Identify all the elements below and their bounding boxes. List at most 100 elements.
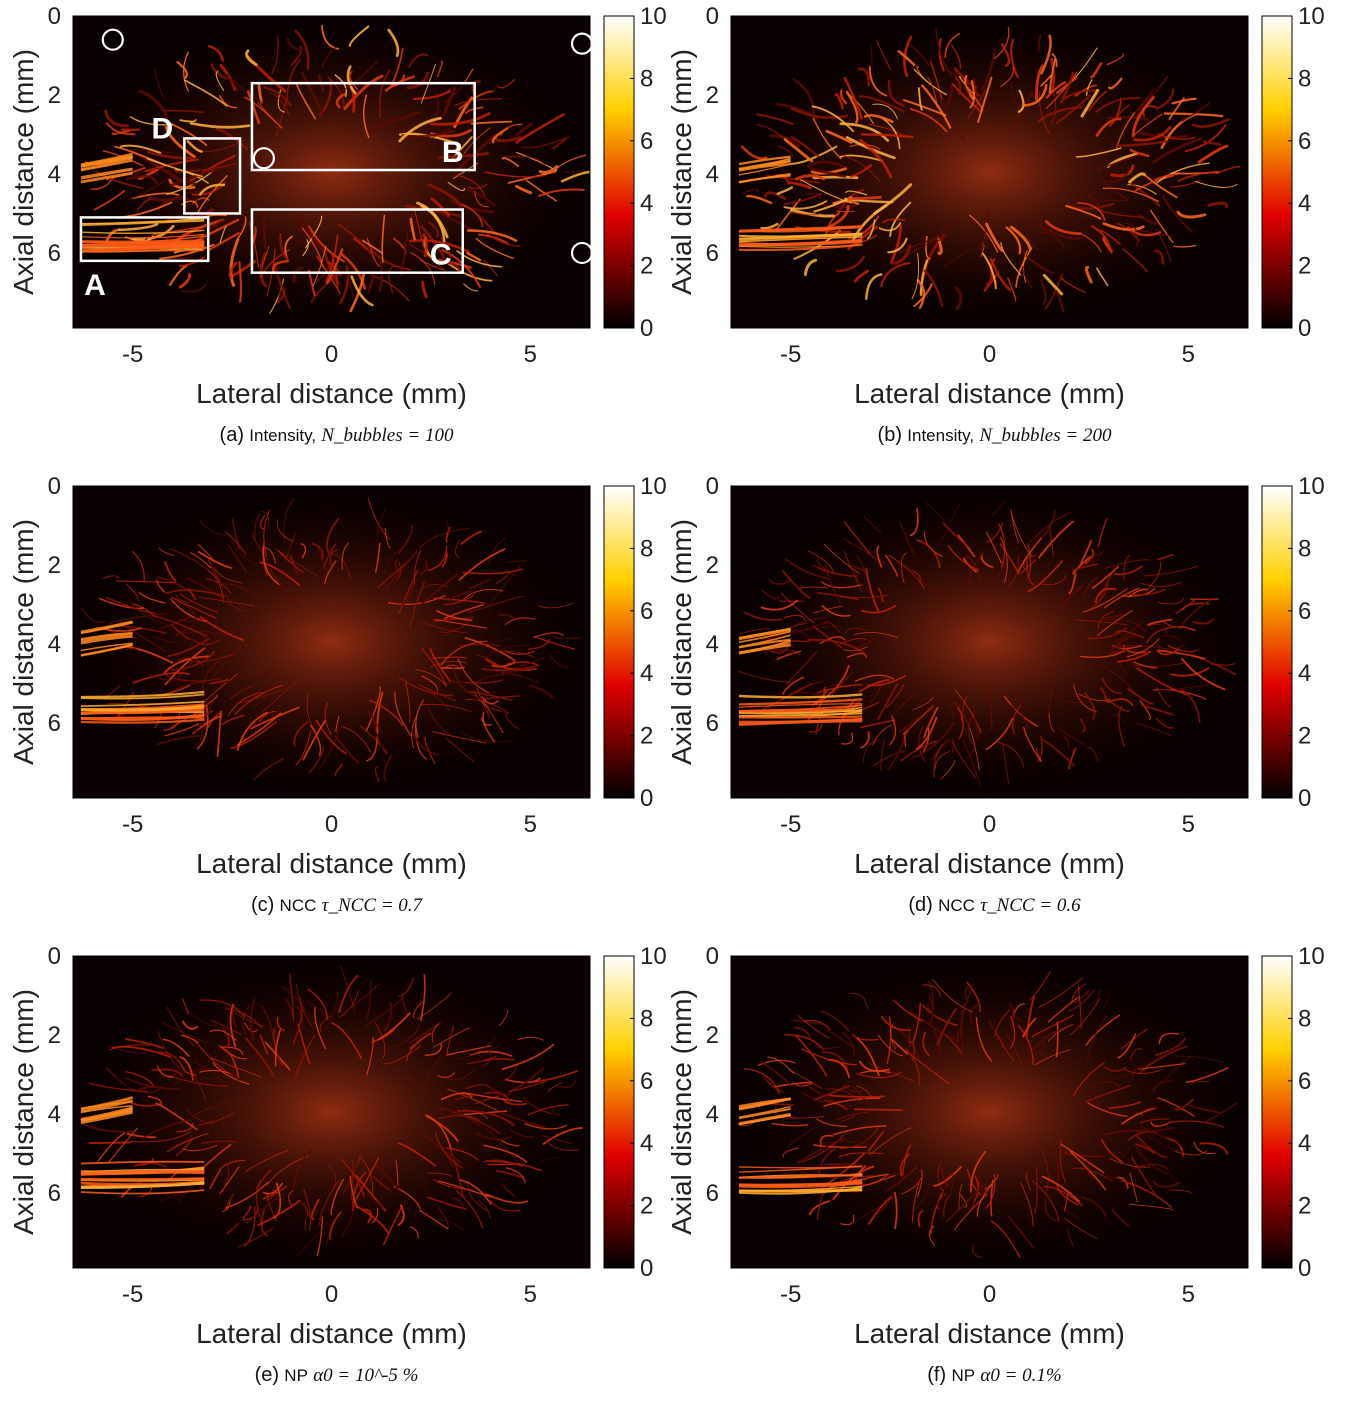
colorbar-tick-label: 0 [640, 315, 653, 342]
colorbar-tick-label: 4 [640, 1130, 653, 1157]
colorbar-tick-label: 10 [1298, 3, 1325, 30]
colorbar-tick-label: 4 [640, 660, 653, 687]
y-tick-label: 6 [48, 1180, 61, 1207]
colorbar [1262, 16, 1292, 328]
caption-label: (e) [255, 1364, 279, 1386]
x-tick-label: 5 [1182, 341, 1195, 368]
x-tick-label: -5 [122, 341, 143, 368]
colorbar-tick-label: 2 [1298, 1193, 1311, 1220]
x-tick-label: 5 [1182, 1281, 1195, 1308]
y-tick-label: 2 [706, 82, 719, 109]
colorbar-tick-label: 2 [640, 1193, 653, 1220]
x-tick-label: 0 [325, 341, 338, 368]
x-axis-label: Lateral distance (mm) [854, 848, 1125, 879]
caption-label: (c) [251, 894, 274, 916]
x-tick-label: -5 [780, 1281, 801, 1308]
x-tick-label: 5 [524, 341, 537, 368]
x-tick-label: -5 [780, 811, 801, 838]
x-tick-label: 0 [983, 341, 996, 368]
vessel [849, 197, 881, 199]
vessel-map [738, 962, 1240, 1262]
y-axis-label: Axial distance (mm) [8, 519, 39, 765]
caption-label: (f) [927, 1364, 946, 1386]
colorbar-tick-label: 8 [640, 1005, 653, 1032]
tissue-glow [740, 962, 1240, 1262]
y-axis-label: Axial distance (mm) [666, 519, 697, 765]
colorbar [604, 486, 634, 798]
x-tick-label: 5 [1182, 811, 1195, 838]
caption-c: (c) NCC τ_NCC = 0.7 [0, 894, 673, 917]
colorbar-tick-label: 10 [1298, 943, 1325, 970]
caption-label: (b) [878, 424, 902, 446]
colorbar-tick-label: 6 [640, 128, 653, 155]
caption-e: (e) NP α0 = 10^-5 % [0, 1364, 673, 1387]
x-axis-label: Lateral distance (mm) [196, 378, 467, 409]
y-tick-label: 0 [48, 473, 61, 500]
colorbar-tick-label: 8 [640, 535, 653, 562]
y-tick-label: 2 [706, 1022, 719, 1049]
colorbar-tick-label: 0 [1298, 785, 1311, 812]
vessel-map [81, 492, 582, 792]
vessel-map [81, 962, 582, 1262]
caption-d: (d) NCC τ_NCC = 0.6 [658, 894, 1331, 917]
y-tick-label: 6 [48, 710, 61, 737]
x-tick-label: 0 [983, 811, 996, 838]
heatmap-chart-d: -5 0 5 0 2 4 6 Lateral distance (mm) Axial dista… [658, 470, 1331, 890]
y-axis-label: Axial distance (mm) [666, 49, 697, 295]
x-axis-label: Lateral distance (mm) [196, 848, 467, 879]
vessel [855, 1109, 903, 1110]
y-axis-label: Axial distance (mm) [8, 989, 39, 1235]
x-tick-label: -5 [122, 811, 143, 838]
y-axis-label: Axial distance (mm) [8, 49, 39, 295]
caption-text: NP [284, 1366, 308, 1385]
colorbar-tick-label: 2 [640, 723, 653, 750]
y-tick-label: 6 [706, 1180, 719, 1207]
x-axis-label: Lateral distance (mm) [196, 1318, 467, 1349]
caption-b: (b) Intensity, N_bubbles = 200 [658, 424, 1331, 447]
colorbar-tick-label: 4 [1298, 1130, 1311, 1157]
tissue-glow [82, 492, 582, 792]
colorbar-tick-label: 0 [1298, 1255, 1311, 1282]
caption-label: (a) [220, 424, 244, 446]
caption-text: NCC [280, 896, 317, 915]
y-tick-label: 6 [48, 240, 61, 267]
vessel [739, 717, 862, 718]
y-tick-label: 6 [706, 240, 719, 267]
colorbar-tick-label: 4 [1298, 660, 1311, 687]
colorbar-tick-label: 8 [1298, 65, 1311, 92]
y-tick-label: 4 [706, 631, 719, 658]
colorbar-tick-label: 0 [640, 785, 653, 812]
colorbar-tick-label: 8 [640, 65, 653, 92]
caption-text: Intensity, [249, 426, 316, 445]
vessel-map [739, 22, 1240, 322]
y-tick-label: 4 [48, 161, 61, 188]
heatmap-chart-a: -5 0 5 0 2 4 6 Lateral distance (mm) Axial dista… [0, 0, 673, 420]
colorbar-tick-label: 6 [640, 598, 653, 625]
colorbar-tick-label: 2 [1298, 723, 1311, 750]
colorbar-tick-label: 2 [640, 253, 653, 280]
colorbar [604, 16, 634, 328]
colorbar-tick-label: 6 [1298, 598, 1311, 625]
vessel [872, 46, 873, 70]
y-tick-label: 6 [706, 710, 719, 737]
y-tick-label: 2 [48, 552, 61, 579]
x-tick-label: 0 [325, 1281, 338, 1308]
colorbar-tick-label: 0 [1298, 315, 1311, 342]
x-tick-label: -5 [780, 341, 801, 368]
caption-math: N_bubbles = 200 [979, 425, 1111, 446]
colorbar-tick-label: 6 [1298, 1068, 1311, 1095]
x-axis-label: Lateral distance (mm) [854, 1318, 1125, 1349]
region-label: C [430, 239, 452, 272]
colorbar-tick-label: 8 [1298, 535, 1311, 562]
caption-text: NP [951, 1366, 975, 1385]
colorbar-tick-label: 6 [1298, 128, 1311, 155]
caption-math: τ_NCC = 0.7 [322, 895, 422, 916]
y-tick-label: 2 [706, 552, 719, 579]
colorbar-tick-label: 4 [1298, 190, 1311, 217]
y-tick-label: 4 [48, 631, 61, 658]
colorbar [1262, 956, 1292, 1268]
vessel [81, 1179, 204, 1180]
